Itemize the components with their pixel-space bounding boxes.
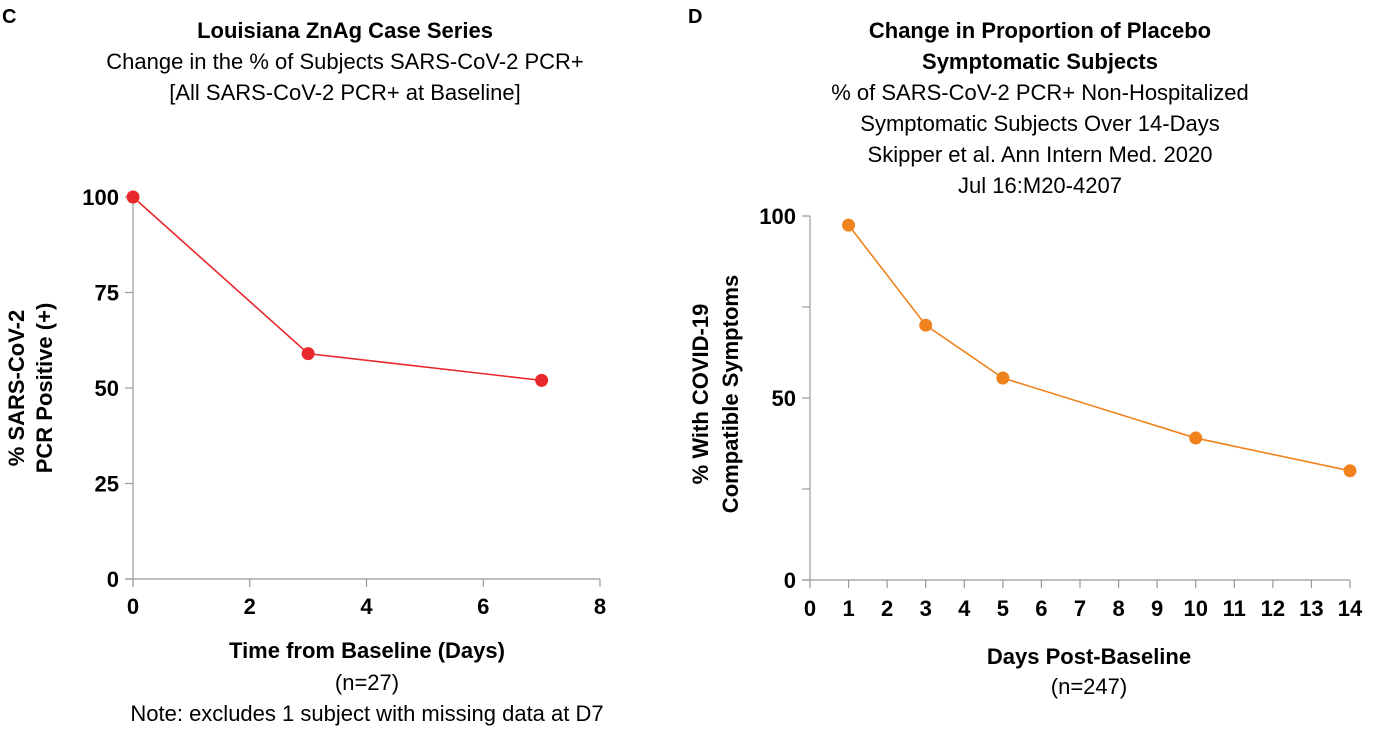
panel-c-x-tick-label: 2	[244, 594, 256, 619]
panel-d-data-point	[1189, 431, 1203, 445]
panel-d-ylabel-line1: % With COVID-19	[688, 304, 713, 485]
panel-c-data-point	[126, 190, 140, 204]
panel-d-xlabel: Days Post-Baseline	[987, 644, 1191, 669]
panel-c-x-tick-label: 6	[477, 594, 489, 619]
panel-d-ylabel: % With COVID-19 Compatible Symptoms	[688, 275, 743, 513]
panel-c-y-tick-label: 100	[82, 185, 119, 210]
panel-d-x-tick-label: 11	[1223, 596, 1246, 621]
panel-c-subtitle-1: Change in the % of Subjects SARS-CoV-2 P…	[106, 49, 584, 74]
panel-c-title-block: Louisiana ZnAg Case Series Change in the…	[60, 15, 630, 108]
panel-c-y-tick-label: 0	[107, 567, 119, 592]
panel-d-x-tick-label: 10	[1183, 596, 1207, 621]
panel-c-x-tick-label: 8	[594, 594, 606, 619]
panel-d-y-tick-label: 100	[759, 204, 796, 229]
panel-c-x-tick-label: 0	[127, 594, 139, 619]
panel-c-xlabel: Time from Baseline (Days)	[229, 638, 505, 663]
panel-c-y-tick-label: 50	[95, 376, 119, 401]
panel-d-series-line	[847, 224, 1351, 472]
panel-c-data-point	[535, 373, 549, 387]
panel-c-subtitle-2: [All SARS-CoV-2 PCR+ at Baseline]	[169, 80, 521, 105]
panel-c-ylabel-line2: PCR Positive (+)	[32, 303, 57, 474]
panel-c-ylabel: % SARS-CoV-2 PCR Positive (+)	[4, 303, 57, 474]
panel-d-subtitle-4: Jul 16:M20-4207	[958, 173, 1122, 198]
panel-d-x-tick-label: 12	[1261, 596, 1285, 621]
panel-c-letter: C	[2, 6, 17, 28]
panel-d-x-tick-label: 0	[804, 596, 816, 621]
panel-d-x-tick-label: 1	[842, 596, 854, 621]
panel-d-letter: D	[688, 6, 703, 28]
panel-d-subtitle-1: % of SARS-CoV-2 PCR+ Non-Hospitalized	[831, 80, 1249, 105]
panel-d-subtitle-2: Symptomatic Subjects Over 14-Days	[860, 111, 1220, 136]
panel-c-ylabel-line1: % SARS-CoV-2	[4, 310, 29, 466]
panel-d-x-tick-label: 5	[997, 596, 1009, 621]
panel-d-data-point	[842, 218, 856, 232]
panel-d-x-tick-label: 9	[1151, 596, 1163, 621]
panel-c-title: Louisiana ZnAg Case Series	[197, 18, 493, 43]
panel-c-x-tick-label: 4	[360, 594, 373, 619]
panel-d-x-tick-label: 13	[1299, 596, 1323, 621]
panel-d-title-block: Change in Proportion of Placebo Symptoma…	[760, 15, 1320, 201]
panel-d-x-tick-label: 2	[881, 596, 893, 621]
panel-c-plot: 0 25 50 75 100 0 2 4 6 8	[82, 185, 606, 619]
panel-d-data-point	[919, 318, 933, 332]
panel-c-data-point	[301, 347, 315, 361]
panel-d-x-tick-label: 3	[920, 596, 932, 621]
panel-c-y-tick-label: 75	[95, 281, 119, 306]
panel-d-data-point	[1343, 464, 1357, 478]
panel-d-x-tick-label: 14	[1338, 596, 1363, 621]
panel-d-x-tick-label: 4	[958, 596, 971, 621]
panel-c-y-tick-label: 25	[95, 472, 119, 497]
panel-d-title-1: Change in Proportion of Placebo	[868, 18, 1212, 43]
panel-c-n-label: (n=27)	[335, 670, 399, 695]
panel-d-subtitle-3: Skipper et al. Ann Intern Med. 2020	[867, 142, 1213, 167]
panel-d-ylabel-line2: Compatible Symptoms	[718, 275, 743, 513]
panel-d-x-tick-label: 7	[1074, 596, 1086, 621]
panel-d-n-label: (n=247)	[1051, 674, 1127, 699]
panel-d-data-point	[996, 371, 1010, 385]
panel-d-x-tick-label: 8	[1112, 596, 1124, 621]
panel-d-y-tick-label: 50	[772, 386, 796, 411]
panel-d-title-2: Symptomatic Subjects	[922, 49, 1158, 74]
panel-d-y-tick-label: 0	[784, 568, 796, 593]
panel-c-note: Note: excludes 1 subject with missing da…	[130, 701, 603, 726]
panel-d-x-tick-label: 6	[1035, 596, 1047, 621]
panel-c-series-line	[132, 196, 542, 382]
